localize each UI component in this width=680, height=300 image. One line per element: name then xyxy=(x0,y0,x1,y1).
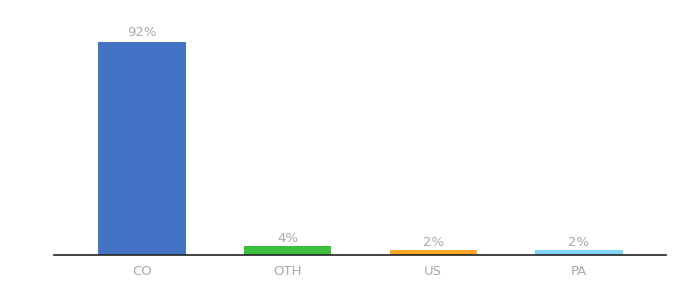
Text: 2%: 2% xyxy=(568,236,590,249)
Text: 92%: 92% xyxy=(127,26,156,39)
Bar xyxy=(535,250,623,255)
Text: 2%: 2% xyxy=(423,236,444,249)
Bar xyxy=(98,43,186,255)
Bar xyxy=(244,246,331,255)
Text: 4%: 4% xyxy=(277,232,298,244)
Bar xyxy=(390,250,477,255)
